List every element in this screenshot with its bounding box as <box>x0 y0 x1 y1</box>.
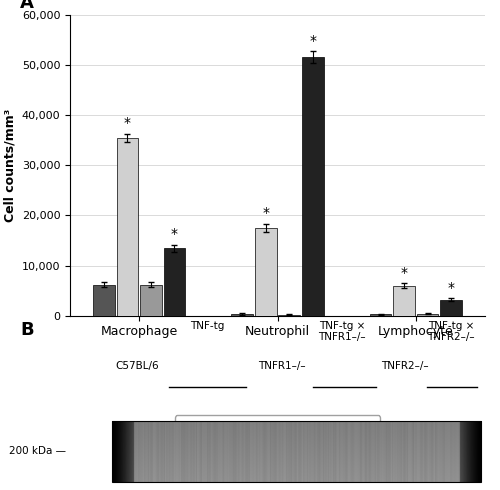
Bar <box>140 285 162 316</box>
Bar <box>302 57 324 316</box>
Text: TNF-tg ×
TNFR2–/–: TNF-tg × TNFR2–/– <box>428 321 475 343</box>
Bar <box>93 285 114 316</box>
Bar <box>440 300 462 316</box>
Text: C57BL/6: C57BL/6 <box>116 362 159 371</box>
Bar <box>164 248 186 316</box>
Text: TNFR2–/–: TNFR2–/– <box>382 362 429 371</box>
Text: *: * <box>310 34 316 48</box>
Text: *: * <box>400 266 407 280</box>
Bar <box>278 315 300 316</box>
Y-axis label: Cell counts/mm³: Cell counts/mm³ <box>3 109 16 222</box>
Text: *: * <box>171 227 178 241</box>
Bar <box>112 421 481 482</box>
Text: TNFR1–/–: TNFR1–/– <box>258 362 305 371</box>
Bar <box>417 314 438 316</box>
Legend: C57BL/6, TNF-tg, TNF-tg × TNFR1-/-, TNF-tg × TNFR2-/-: C57BL/6, TNF-tg, TNF-tg × TNFR1-/-, TNF-… <box>175 416 380 449</box>
Bar <box>232 314 253 316</box>
Bar <box>370 314 392 316</box>
Text: *: * <box>448 281 454 294</box>
Text: TNF-tg ×
TNFR1–/–: TNF-tg × TNFR1–/– <box>318 321 366 343</box>
Text: 200 kDa —: 200 kDa — <box>9 446 66 456</box>
Text: *: * <box>124 116 131 130</box>
Bar <box>394 286 415 316</box>
Text: *: * <box>262 206 269 220</box>
Bar <box>116 138 138 316</box>
Text: B: B <box>20 321 34 339</box>
Text: TNF-tg: TNF-tg <box>190 321 224 331</box>
Text: A: A <box>20 0 34 12</box>
Bar <box>255 228 276 316</box>
